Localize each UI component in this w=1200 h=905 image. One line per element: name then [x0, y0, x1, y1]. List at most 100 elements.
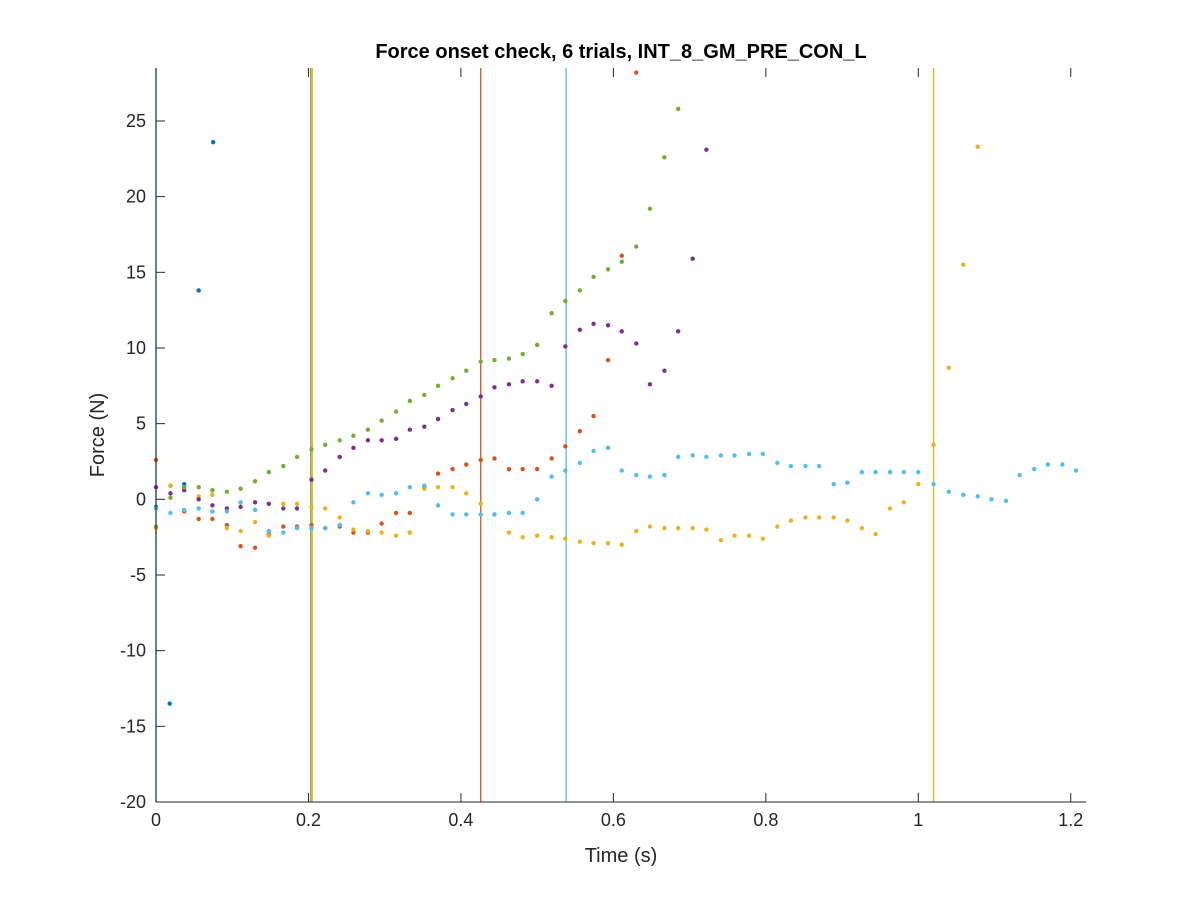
- data-point: [196, 516, 201, 522]
- data-point: [294, 501, 300, 507]
- data-point: [534, 466, 540, 472]
- axes: [155, 68, 1086, 803]
- data-point: [520, 466, 525, 472]
- data-point: [916, 481, 921, 487]
- data-point: [662, 368, 667, 373]
- data-point: [210, 492, 215, 497]
- y-tick-label: -15: [120, 716, 146, 736]
- data-point: [294, 454, 300, 460]
- data-point: [1045, 462, 1051, 467]
- data-point: [478, 394, 483, 399]
- data-point: [309, 447, 314, 452]
- data-point: [393, 409, 399, 414]
- data-point: [534, 497, 540, 502]
- data-point: [647, 474, 653, 479]
- data-point: [619, 329, 624, 334]
- data-point: [196, 485, 201, 490]
- data-point: [1017, 472, 1022, 478]
- data-point: [407, 427, 413, 432]
- chart-title: Force onset check, 6 trials, INT_8_GM_PR…: [375, 41, 866, 63]
- y-tick-label: -20: [120, 792, 146, 812]
- data-point: [704, 454, 709, 460]
- data-point: [675, 525, 681, 531]
- data-point: [746, 451, 752, 457]
- data-markers: [153, 70, 1079, 706]
- data-point: [690, 453, 695, 458]
- data-point: [549, 456, 554, 461]
- data-point: [323, 468, 328, 473]
- data-point: [365, 528, 371, 534]
- data-point: [323, 506, 328, 511]
- y-tick-label: -5: [130, 565, 146, 585]
- data-point: [167, 701, 172, 706]
- data-point: [238, 486, 243, 491]
- data-point: [634, 341, 639, 346]
- data-point: [450, 466, 455, 472]
- data-point: [365, 438, 371, 443]
- data-point: [168, 495, 173, 501]
- data-point: [1073, 468, 1079, 473]
- data-point: [379, 521, 384, 526]
- data-point: [407, 530, 413, 535]
- data-point: [281, 506, 286, 511]
- data-point: [591, 274, 596, 280]
- y-tick-label: 0: [136, 489, 146, 509]
- data-point: [337, 522, 342, 528]
- data-point: [760, 451, 765, 457]
- data-point: [816, 463, 822, 469]
- y-tick-label: 25: [126, 111, 146, 131]
- data-point: [662, 525, 667, 531]
- data-point: [675, 454, 681, 460]
- data-point: [450, 376, 455, 381]
- data-point: [845, 480, 850, 485]
- data-point: [252, 519, 258, 525]
- y-tick-label: 15: [126, 262, 146, 282]
- data-point: [281, 463, 286, 469]
- data-point: [675, 329, 681, 334]
- data-point: [549, 310, 554, 316]
- data-point: [775, 524, 780, 529]
- data-point: [634, 528, 639, 534]
- data-point: [266, 528, 272, 534]
- data-point: [506, 466, 512, 472]
- data-point: [873, 469, 878, 475]
- data-point: [534, 533, 540, 538]
- data-point: [690, 525, 695, 531]
- data-point: [718, 537, 724, 543]
- x-tick-label: 0.2: [296, 810, 321, 830]
- data-point: [619, 468, 624, 473]
- data-point: [224, 522, 230, 528]
- data-point: [309, 504, 314, 510]
- data-point: [732, 533, 737, 538]
- data-point: [647, 206, 653, 211]
- y-tick-label: 10: [126, 338, 146, 358]
- data-point: [393, 533, 399, 538]
- data-point: [563, 298, 568, 304]
- data-point: [478, 359, 483, 364]
- data-point: [520, 510, 525, 516]
- data-point: [281, 530, 286, 535]
- data-point: [252, 478, 258, 484]
- data-point: [619, 542, 624, 547]
- data-point: [563, 468, 568, 473]
- data-point: [351, 445, 356, 451]
- data-point: [916, 469, 921, 475]
- data-point: [803, 463, 808, 469]
- data-point: [224, 506, 230, 511]
- x-tick-label: 0.8: [753, 810, 778, 830]
- data-point: [591, 541, 596, 546]
- data-point: [704, 147, 709, 152]
- series-4: [153, 147, 709, 511]
- data-point: [351, 433, 356, 438]
- data-point: [210, 503, 215, 508]
- data-point: [464, 401, 469, 407]
- data-point: [662, 472, 667, 478]
- data-point: [718, 453, 724, 458]
- data-point: [760, 536, 765, 541]
- data-point: [478, 501, 483, 507]
- data-point: [182, 485, 187, 490]
- y-tick-label: 5: [136, 414, 146, 434]
- data-point: [605, 357, 611, 363]
- data-point: [520, 534, 525, 540]
